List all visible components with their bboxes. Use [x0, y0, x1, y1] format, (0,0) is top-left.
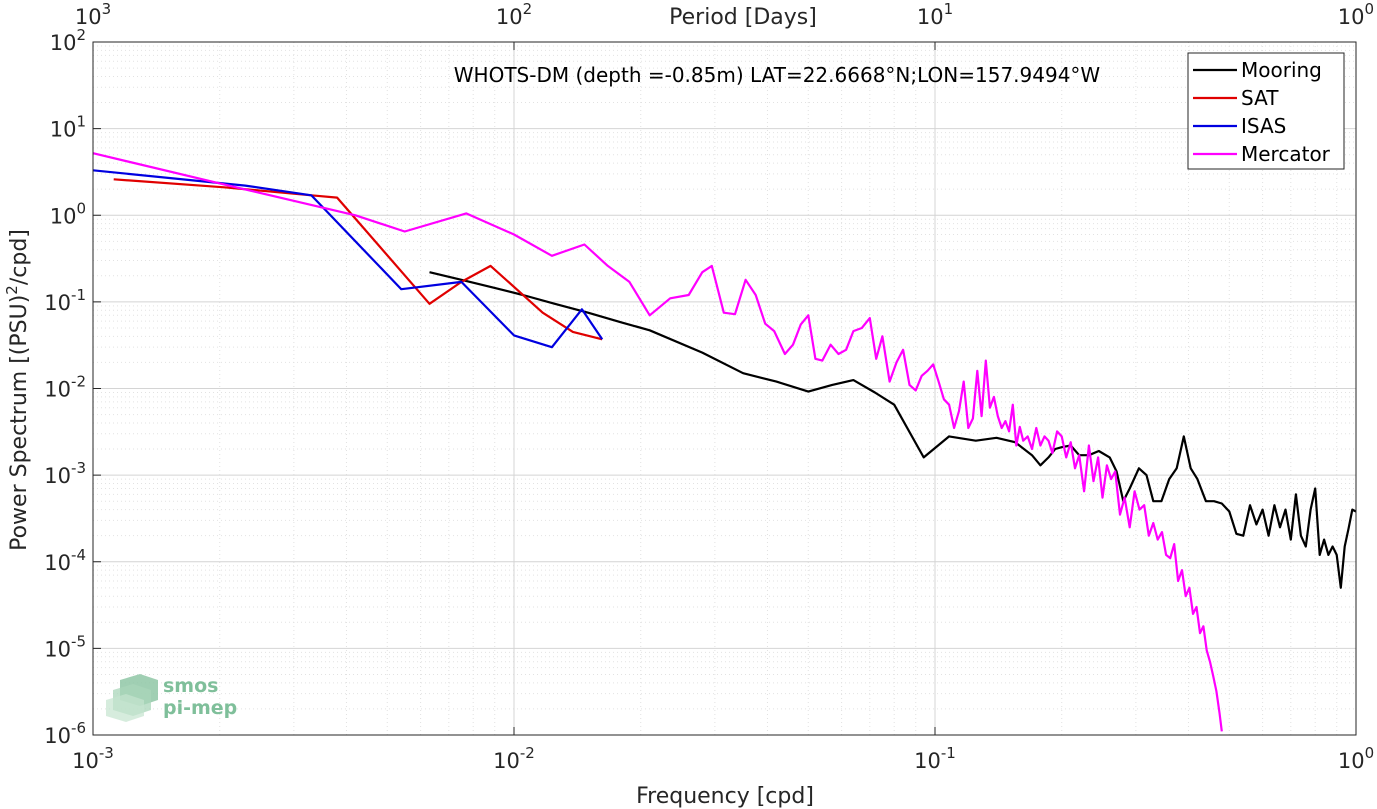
- top-x-tick-label: 101: [917, 0, 953, 29]
- legend-box: [1187, 52, 1345, 170]
- smos-pi-mep-logo: smos pi-mep: [106, 674, 237, 722]
- minor-grid: [93, 42, 1356, 735]
- series-line-sat: [113, 178, 603, 341]
- y-tick-label: 10-2: [44, 373, 86, 402]
- y-tick-label: 10-3: [44, 459, 86, 488]
- x-tick-label: 10-2: [493, 744, 535, 773]
- logo-text-smos: smos: [163, 675, 218, 697]
- legend-label: Mooring: [1241, 58, 1322, 82]
- x-tick-label: 100: [1338, 744, 1374, 773]
- legend-label: SAT: [1241, 86, 1279, 110]
- y-tick-label: 10-4: [44, 546, 86, 575]
- station-annotation: WHOTS-DM (depth =-0.85m) LAT=22.6668°N;L…: [454, 63, 1101, 87]
- y-tick-label: 10-5: [44, 632, 86, 661]
- series-line-mercator: [92, 152, 1223, 732]
- legend-item-sat: SAT: [1193, 86, 1279, 110]
- top-x-tick-label: 103: [75, 0, 111, 29]
- y-axis-label-tail: /cpd]: [7, 229, 32, 285]
- legend-label: ISAS: [1241, 114, 1286, 138]
- x-tick-label: 10-1: [914, 744, 956, 773]
- legend-item-mooring: Mooring: [1193, 58, 1322, 82]
- series-line-isas: [92, 169, 604, 349]
- legend-label: Mercator: [1241, 142, 1331, 166]
- y-axis-label: Power Spectrum [(PSU)2/cpd]: [3, 229, 32, 551]
- logo-text-pi-mep: pi-mep: [163, 697, 237, 719]
- x-tick-label: 10-3: [72, 744, 114, 773]
- top-x-tick-label: 102: [496, 0, 532, 29]
- legend: Mooring SAT ISAS Mercator: [1187, 52, 1345, 170]
- y-tick-label: 102: [50, 26, 86, 55]
- bottom-x-ticks: 10-3 10-2 10-1 100: [72, 727, 1374, 773]
- legend-item-mercator: Mercator: [1193, 142, 1331, 166]
- y-tick-label: 100: [50, 199, 86, 228]
- series-line-mooring: [429, 271, 1357, 589]
- y-ticks: 102 101 100 10-1 10-2 10-3 10-4 10-5 10-6: [44, 26, 101, 748]
- top-x-tick-label: 100: [1338, 0, 1374, 29]
- y-axis-label-sup: 2: [3, 285, 21, 295]
- y-tick-label: 10-1: [44, 286, 86, 315]
- y-axis-label-main: Power Spectrum [(PSU): [7, 295, 32, 551]
- legend-item-isas: ISAS: [1193, 114, 1286, 138]
- top-x-ticks: 103 102 101 100: [75, 0, 1374, 50]
- y-tick-label: 101: [50, 113, 86, 142]
- series-layer: [92, 152, 1357, 732]
- y-tick-label: 10-6: [44, 719, 86, 748]
- top-x-axis-label: Period [Days]: [669, 5, 817, 30]
- smos-logo-icon: [106, 674, 158, 722]
- x-axis-label: Frequency [cpd]: [636, 784, 814, 809]
